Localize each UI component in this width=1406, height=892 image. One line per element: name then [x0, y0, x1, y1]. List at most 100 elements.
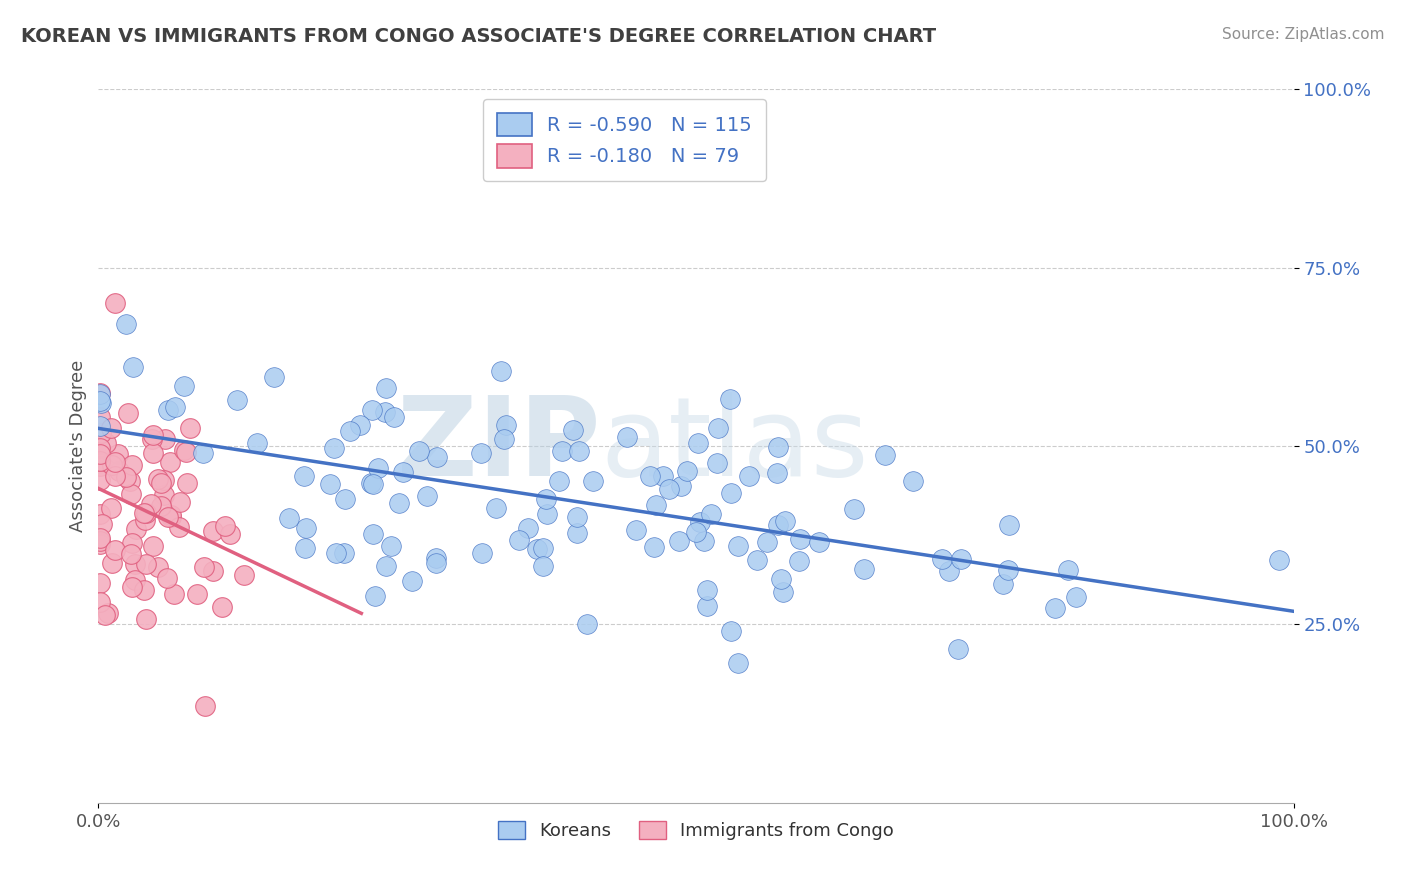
- Point: [873, 448, 896, 462]
- Point: [768, 441, 790, 455]
- Point: [772, 584, 794, 599]
- Point: [531, 541, 554, 555]
- Point: [211, 600, 233, 615]
- Point: [135, 612, 157, 626]
- Point: [1057, 563, 1080, 577]
- Point: [89, 442, 111, 456]
- Point: [153, 432, 176, 446]
- Point: [202, 524, 225, 538]
- Point: [789, 532, 811, 546]
- Point: [416, 489, 439, 503]
- Point: [191, 446, 214, 460]
- Text: Source: ZipAtlas.com: Source: ZipAtlas.com: [1222, 27, 1385, 42]
- Point: [124, 557, 146, 571]
- Point: [727, 539, 749, 553]
- Point: [120, 547, 142, 561]
- Point: [576, 616, 599, 631]
- Point: [107, 447, 129, 461]
- Point: [146, 560, 169, 574]
- Point: [565, 510, 588, 524]
- Point: [707, 421, 730, 435]
- Point: [121, 581, 143, 595]
- Point: [104, 469, 127, 483]
- Point: [156, 509, 179, 524]
- Point: [104, 455, 127, 469]
- Point: [193, 560, 215, 574]
- Point: [89, 533, 111, 548]
- Point: [364, 589, 387, 603]
- Point: [375, 380, 398, 394]
- Point: [325, 546, 347, 560]
- Point: [471, 546, 494, 560]
- Point: [139, 497, 162, 511]
- Point: [125, 522, 148, 536]
- Point: [696, 599, 718, 613]
- Point: [124, 573, 146, 587]
- Point: [361, 477, 384, 491]
- Point: [685, 525, 707, 540]
- Point: [263, 370, 285, 384]
- Text: atlas: atlas: [600, 392, 869, 500]
- Point: [89, 456, 111, 470]
- Point: [294, 541, 316, 556]
- Point: [536, 508, 558, 522]
- Point: [100, 500, 122, 515]
- Point: [643, 540, 665, 554]
- Point: [997, 564, 1019, 578]
- Point: [689, 516, 711, 530]
- Point: [89, 594, 111, 608]
- Point: [173, 379, 195, 393]
- Point: [727, 656, 749, 670]
- Text: KOREAN VS IMMIGRANTS FROM CONGO ASSOCIATE'S DEGREE CORRELATION CHART: KOREAN VS IMMIGRANTS FROM CONGO ASSOCIAT…: [21, 27, 936, 45]
- Point: [135, 506, 157, 520]
- Point: [644, 498, 666, 512]
- Point: [103, 296, 125, 310]
- Point: [156, 402, 179, 417]
- Point: [163, 400, 186, 414]
- Point: [624, 523, 647, 537]
- Point: [100, 421, 122, 435]
- Point: [135, 557, 157, 571]
- Point: [89, 576, 111, 591]
- Point: [382, 409, 405, 424]
- Point: [141, 432, 163, 446]
- Point: [152, 473, 174, 487]
- Point: [155, 571, 177, 585]
- Point: [142, 427, 165, 442]
- Point: [565, 525, 588, 540]
- Point: [361, 403, 384, 417]
- Point: [173, 442, 195, 457]
- Point: [747, 553, 769, 567]
- Point: [339, 425, 361, 439]
- Point: [101, 556, 124, 570]
- Point: [720, 624, 742, 638]
- Point: [89, 386, 111, 401]
- Point: [668, 534, 690, 549]
- Point: [169, 494, 191, 508]
- Point: [176, 475, 198, 490]
- Point: [489, 364, 512, 378]
- Point: [526, 542, 548, 557]
- Point: [669, 479, 692, 493]
- Point: [408, 444, 430, 458]
- Point: [186, 587, 208, 601]
- Point: [142, 446, 165, 460]
- Point: [495, 418, 517, 433]
- Point: [295, 521, 318, 535]
- Point: [118, 475, 141, 489]
- Point: [90, 516, 112, 531]
- Point: [374, 405, 396, 419]
- Point: [938, 564, 960, 578]
- Point: [117, 407, 139, 421]
- Point: [153, 488, 176, 502]
- Point: [425, 551, 447, 566]
- Point: [89, 531, 111, 545]
- Point: [132, 506, 155, 520]
- Point: [90, 396, 112, 410]
- Point: [159, 455, 181, 469]
- Point: [676, 464, 699, 478]
- Point: [159, 509, 181, 524]
- Point: [547, 475, 569, 489]
- Point: [89, 458, 111, 473]
- Point: [388, 496, 411, 510]
